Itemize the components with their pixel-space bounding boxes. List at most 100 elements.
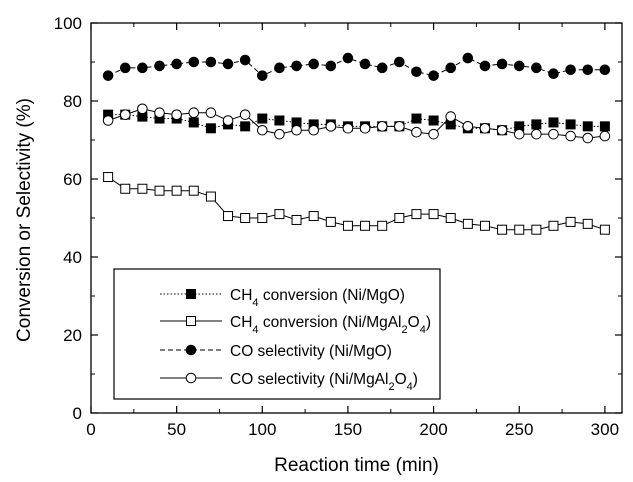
- circle-marker: [376, 121, 388, 132]
- circle-marker: [102, 115, 114, 126]
- circle-marker: [376, 62, 388, 74]
- square-marker: [599, 121, 610, 132]
- square-marker: [257, 113, 268, 124]
- circle-marker: [154, 60, 165, 72]
- square-marker: [360, 220, 371, 231]
- square-marker: [411, 113, 422, 124]
- square-marker: [171, 185, 182, 196]
- legend-box: [113, 268, 441, 400]
- y-tick-label: 100: [54, 14, 82, 33]
- square-marker: [548, 220, 559, 231]
- square-marker: [223, 211, 234, 222]
- legend-label: CO selectivity (Ni/MgO): [230, 343, 392, 360]
- square-marker: [186, 316, 196, 326]
- circle-marker: [239, 109, 251, 120]
- circle-marker: [222, 58, 234, 70]
- circle-marker: [185, 372, 197, 384]
- square-marker: [274, 209, 285, 220]
- circle-marker: [359, 58, 371, 70]
- circle-marker: [188, 107, 200, 118]
- circle-marker: [513, 60, 525, 72]
- legend-item-3: CO selectivity (Ni/MgO): [160, 343, 392, 360]
- legend: CH4 conversion (Ni/MgO) CH4 conversion (N…: [113, 268, 441, 400]
- circle-marker: [256, 124, 268, 136]
- series-3: [102, 52, 611, 81]
- series-line: [107, 176, 606, 231]
- circle-marker: [428, 70, 439, 81]
- square-marker: [240, 213, 251, 223]
- legend-item-4: CO selectivity (Ni/MgAl2O4): [160, 371, 418, 393]
- series-2: [103, 172, 610, 235]
- square-marker: [582, 218, 593, 229]
- square-marker: [531, 119, 542, 130]
- square-marker: [137, 183, 148, 194]
- square-marker: [531, 224, 542, 235]
- square-marker: [411, 209, 422, 220]
- circle-marker: [428, 128, 439, 140]
- square-marker: [582, 121, 593, 132]
- square-marker: [342, 220, 353, 231]
- square-marker: [548, 117, 559, 128]
- circle-marker: [548, 68, 559, 79]
- series-line: [107, 57, 605, 77]
- legend-item-1: CH4 conversion (Ni/MgO): [160, 287, 405, 309]
- square-marker: [514, 224, 525, 235]
- axes: 0 50 100 150 200 250 300 0 20 40 60 80 100: [54, 14, 623, 439]
- square-marker: [445, 213, 456, 223]
- circle-marker: [479, 123, 491, 134]
- square-marker: [479, 220, 490, 231]
- circle-marker: [548, 128, 559, 140]
- circle-marker: [462, 52, 474, 64]
- circle-marker: [137, 103, 148, 115]
- circle-marker: [565, 130, 576, 142]
- y-tick-label: 20: [63, 326, 82, 345]
- circle-marker: [342, 52, 354, 64]
- circle-marker: [359, 123, 371, 134]
- square-marker: [188, 117, 199, 128]
- square-marker: [205, 123, 216, 134]
- square-marker: [325, 216, 336, 227]
- circle-marker: [188, 56, 200, 68]
- square-marker: [377, 220, 388, 231]
- circle-marker: [137, 62, 148, 74]
- circle-marker: [102, 70, 114, 81]
- series-line: [108, 114, 605, 131]
- circle-marker: [185, 344, 197, 356]
- x-axis-title: Reaction time (min): [274, 455, 439, 476]
- square-marker: [497, 224, 508, 235]
- y-tick-label: 60: [63, 170, 82, 189]
- circle-marker: [599, 130, 611, 142]
- circle-marker: [119, 109, 131, 120]
- legend-label: CH4 conversion (Ni/MgO): [230, 287, 405, 309]
- square-marker: [205, 191, 216, 202]
- square-marker: [257, 213, 268, 223]
- circle-marker: [565, 64, 576, 76]
- circle-marker: [325, 60, 337, 72]
- circle-marker: [394, 56, 405, 68]
- circle-marker: [274, 128, 285, 140]
- x-tick-label: 100: [248, 420, 276, 439]
- circle-marker: [582, 64, 594, 76]
- x-tick-label: 300: [591, 420, 619, 439]
- circle-marker: [531, 62, 542, 74]
- square-marker: [186, 289, 196, 299]
- square-marker: [565, 119, 576, 130]
- square-marker: [188, 185, 199, 196]
- circle-marker: [171, 109, 182, 120]
- y-tick-label: 0: [73, 404, 82, 423]
- circle-marker: [582, 132, 594, 144]
- square-marker: [428, 115, 439, 126]
- circle-marker: [205, 107, 217, 118]
- circle-marker: [342, 123, 354, 134]
- circle-marker: [256, 70, 268, 81]
- legend-item-2: CH4 conversion (Ni/MgAl2O4): [160, 314, 431, 336]
- circle-marker: [171, 58, 182, 70]
- circle-marker: [513, 128, 525, 140]
- y-tick-label: 80: [63, 92, 82, 111]
- square-marker: [103, 172, 114, 183]
- circle-marker: [291, 124, 302, 136]
- x-tick-label: 250: [505, 420, 533, 439]
- circle-marker: [496, 58, 508, 70]
- circle-marker: [119, 62, 131, 74]
- circle-marker: [325, 121, 337, 132]
